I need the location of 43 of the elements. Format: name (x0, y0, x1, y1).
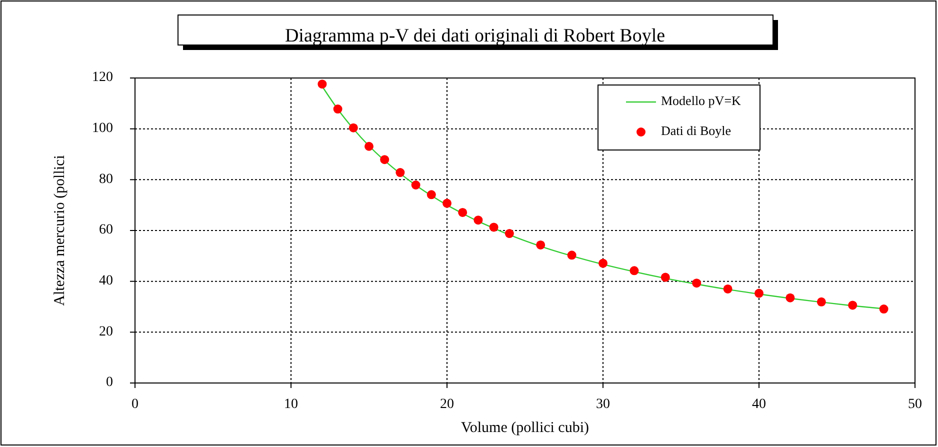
y-tick-label: 80 (99, 172, 113, 187)
y-tick-label: 60 (99, 222, 113, 238)
point (536, 240, 546, 250)
point (630, 266, 639, 276)
point (786, 293, 795, 302)
point (442, 198, 452, 208)
x-tick-label: 50 (908, 397, 922, 412)
point (660, 272, 670, 282)
point (348, 123, 358, 132)
point (504, 229, 514, 238)
point (489, 222, 498, 232)
x-tick-label: 20 (440, 397, 454, 412)
point (426, 190, 436, 200)
point (364, 142, 374, 151)
point (692, 278, 702, 288)
point (567, 250, 576, 260)
point (318, 80, 327, 89)
chart-title: Diagramma p-V dei dati originali di Robert Boyle (284, 25, 666, 46)
point (411, 180, 420, 190)
legend-label: Modello pV=K (661, 92, 742, 108)
y-tick-label: 0 (106, 375, 113, 390)
point (396, 168, 405, 178)
y-tick-label: 40 (99, 274, 113, 289)
legend-label: Dati di Boyle (661, 122, 732, 138)
y-tick-label: 120 (92, 70, 113, 86)
x-axis-title: Volume (pollici cubi) (460, 420, 590, 436)
x-tick-label: 40 (752, 397, 766, 412)
point (816, 297, 826, 306)
point (458, 208, 468, 217)
y-axis-title: Altezza mercurio (pollici (52, 155, 68, 306)
x-tick-label: 30 (596, 397, 610, 412)
point (598, 258, 608, 268)
point (723, 284, 732, 294)
point (333, 104, 342, 114)
x-tick-label: 0 (132, 397, 138, 412)
y-tick-label: 20 (99, 324, 113, 340)
point (754, 288, 764, 298)
point (380, 155, 390, 164)
point (848, 300, 858, 310)
x-tick-label: 10 (284, 397, 298, 412)
point (474, 216, 483, 225)
point (879, 304, 888, 314)
y-tick-label: 100 (92, 121, 113, 136)
